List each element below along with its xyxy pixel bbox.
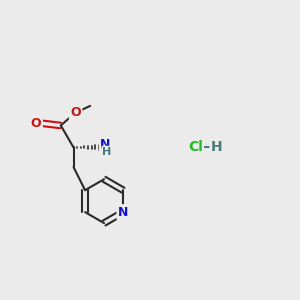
Text: H: H <box>211 140 222 154</box>
Text: Cl: Cl <box>188 140 203 154</box>
Text: N: N <box>118 206 128 219</box>
Text: H: H <box>102 147 112 157</box>
Text: O: O <box>31 117 41 130</box>
Text: O: O <box>70 106 81 119</box>
Text: N: N <box>100 138 111 151</box>
